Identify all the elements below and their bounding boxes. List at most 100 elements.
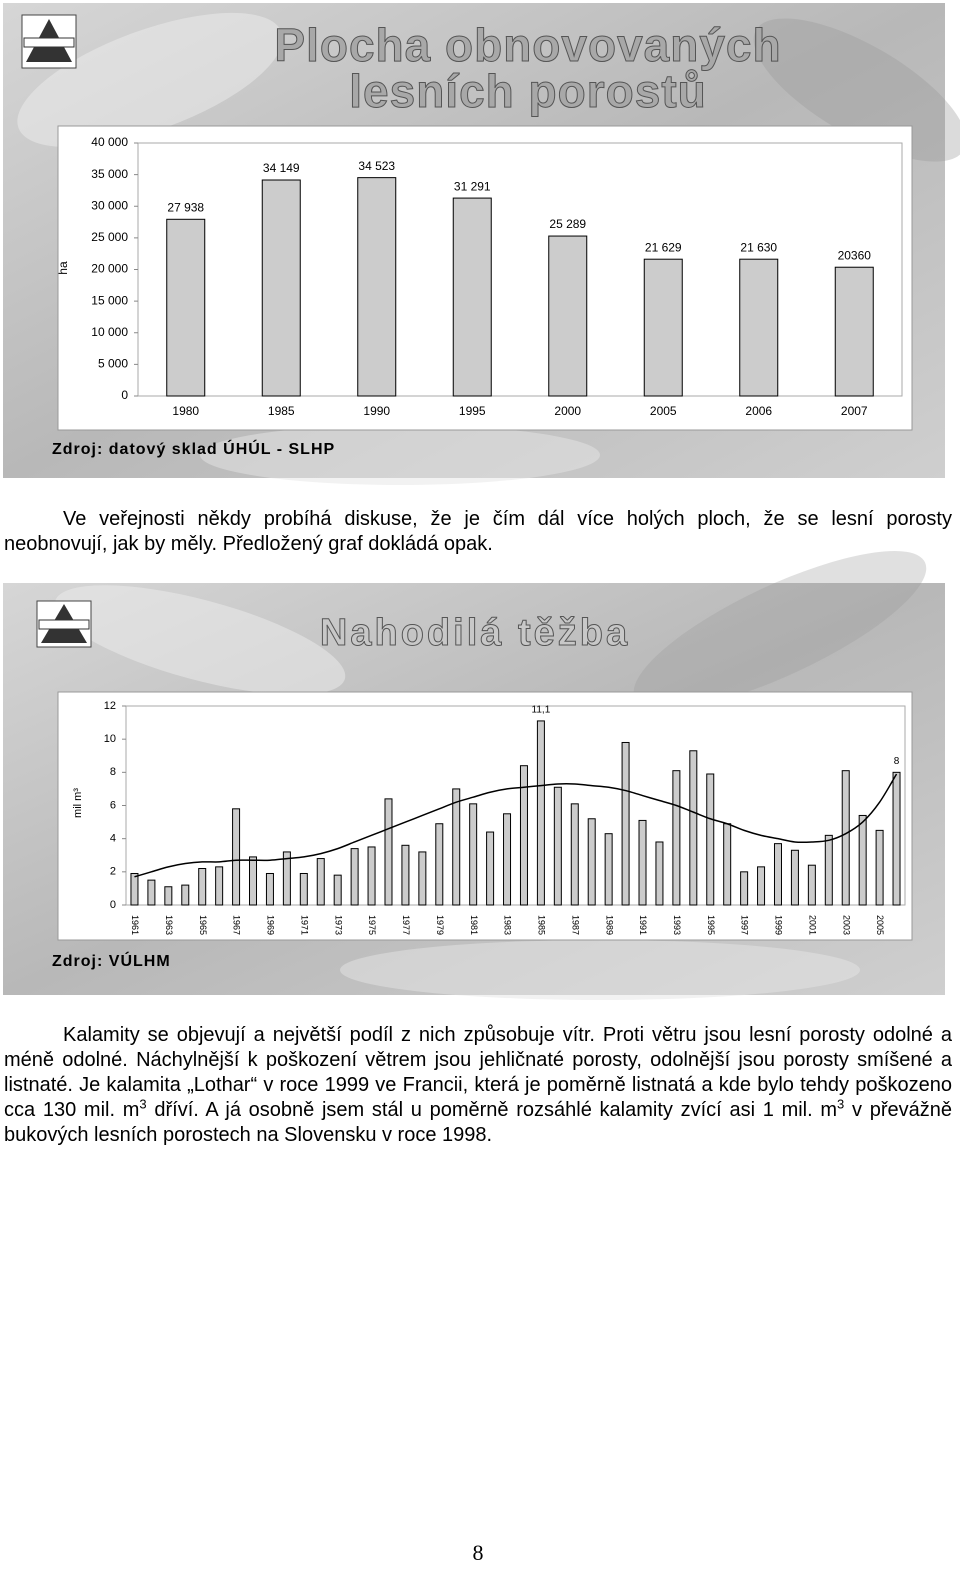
x-tick-label: 1991 (638, 915, 648, 935)
data-label: 21 629 (645, 240, 682, 254)
bar (587, 818, 596, 906)
x-tick-label: 1993 (672, 915, 682, 935)
bar (181, 884, 190, 906)
bar (147, 879, 156, 906)
bar (333, 874, 342, 906)
data-label: 20360 (838, 248, 872, 262)
bar (282, 851, 291, 906)
superscript: 3 (837, 1096, 845, 1112)
bar (367, 846, 376, 906)
y-tick-label: 6 (110, 799, 116, 811)
text: v převážně bukových lesních porostech na… (4, 1099, 952, 1146)
x-tick-label: 2000 (554, 404, 581, 418)
bar (790, 849, 799, 906)
source: Zdroj: datový sklad ÚHÚL - SLHP (52, 439, 335, 458)
y-tick-label: 12 (104, 700, 116, 712)
bar (261, 179, 301, 397)
x-tick-label: 2006 (745, 404, 772, 418)
paragraph: Ve veřejnosti někdy probíhá diskuse, že … (4, 507, 952, 557)
bar (215, 866, 224, 906)
x-tick-label: 2005 (650, 404, 677, 418)
x-tick-label: 1977 (401, 915, 411, 935)
bar (166, 218, 206, 397)
bar (824, 834, 833, 906)
bar (807, 864, 816, 906)
bar (553, 786, 562, 906)
bar (401, 844, 410, 906)
bar (638, 819, 647, 906)
x-tick-label: 2003 (841, 915, 851, 935)
trendline (134, 773, 898, 878)
bar (643, 258, 683, 397)
text: dříví. A já osobně jsem stál u poměrně r… (146, 1099, 838, 1121)
x-tick-label: 1980 (172, 404, 199, 418)
paragraph: Kalamity se objevují a největší podíl z … (4, 1023, 952, 1148)
bar (164, 886, 173, 906)
x-tick-label: 1997 (740, 915, 750, 935)
bar (299, 872, 308, 906)
x-tick-label: 1999 (774, 915, 784, 935)
bar (265, 872, 274, 906)
data-label: 11,1 (532, 705, 551, 716)
bar (706, 773, 715, 906)
bar (316, 858, 325, 906)
y-tick-label: 0 (121, 388, 128, 402)
bar (604, 833, 613, 906)
y-tick-label: 30 000 (91, 198, 128, 212)
x-tick-label: 1985 (268, 404, 295, 418)
bar (519, 765, 528, 906)
x-tick-label: 1989 (604, 915, 614, 935)
logo (21, 14, 92, 648)
y-tick-label: 10 000 (91, 325, 128, 339)
x-tick-label: 1973 (333, 915, 343, 935)
chart-title: Plocha obnovovaných lesních porostů (274, 19, 782, 117)
data-label: 8 (894, 756, 900, 767)
superscript: 3 (139, 1096, 147, 1112)
bar (773, 843, 782, 906)
source: Zdroj: VÚLHM (52, 951, 171, 970)
data-label: 27 938 (167, 200, 204, 214)
x-tick-label: 1981 (469, 915, 479, 935)
y-tick-label: 15 000 (91, 293, 128, 307)
x-tick-label: 1995 (706, 915, 716, 935)
x-tick-label: 1971 (299, 915, 309, 935)
x-tick-label: 2007 (841, 404, 868, 418)
data-label: 34 149 (263, 161, 300, 175)
y-tick-label: 0 (110, 899, 116, 911)
x-tick-label: 1963 (164, 915, 174, 935)
text: Ve veřejnosti někdy probíhá diskuse, že … (4, 508, 952, 555)
y-tick-label: 10 (104, 733, 116, 745)
data-label: 34 523 (358, 159, 395, 173)
bar (418, 851, 427, 906)
bar (350, 848, 359, 906)
data-label: 21 630 (740, 240, 777, 254)
y-tick-label: 40 000 (91, 135, 128, 149)
bar (655, 841, 664, 906)
bar (232, 808, 241, 906)
y-tick-label: 4 (110, 833, 116, 845)
plot-area (137, 142, 903, 397)
x-tick-label: 2005 (875, 915, 885, 935)
bar (834, 266, 874, 397)
bar (739, 258, 779, 397)
bar (548, 235, 588, 397)
bar (570, 803, 579, 906)
x-tick-label: 1983 (503, 915, 513, 935)
bar (486, 831, 495, 906)
x-tick-label: 1990 (363, 404, 390, 418)
x-tick-label: 1961 (130, 915, 140, 935)
y-tick-label: 20 000 (91, 262, 128, 276)
bar (740, 871, 749, 906)
x-tick-label: 2001 (807, 915, 817, 935)
y-axis-label: ha (56, 261, 70, 275)
bar (841, 770, 850, 906)
x-tick-label: 1987 (570, 915, 580, 935)
x-tick-label: 1965 (198, 915, 208, 935)
x-tick-label: 1979 (435, 915, 445, 935)
bar (536, 720, 545, 906)
bar (130, 872, 139, 906)
x-tick-label: 1967 (232, 915, 242, 935)
bar (892, 771, 901, 906)
y-tick-label: 35 000 (91, 167, 128, 181)
